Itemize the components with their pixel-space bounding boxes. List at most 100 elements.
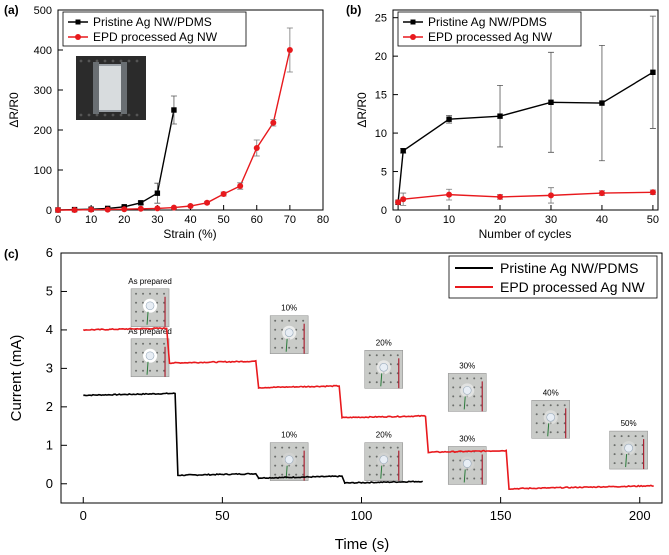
y-axis-label-c: Current (mA) xyxy=(8,335,25,422)
legend-b: Pristine Ag NW/PDMS EPD processed Ag NW xyxy=(397,11,582,47)
legend-c: Pristine Ag NW/PDMS EPD processed Ag NW xyxy=(448,255,658,299)
panel-a-y-tick-label: 500 xyxy=(34,5,52,17)
panel-b-x-tick-label: 40 xyxy=(596,214,608,226)
panel-b-point-epd xyxy=(400,196,407,203)
legend-label-pristine-a: Pristine Ag NW/PDMS xyxy=(93,15,212,29)
panel-a-x-tick-label: 80 xyxy=(317,214,329,226)
panel-a-point-epd xyxy=(270,119,277,126)
legend-label-epd-c: EPD processed Ag NW xyxy=(500,279,646,295)
panel-c-trace-pristine xyxy=(83,392,424,485)
panel-a-point-epd xyxy=(187,203,194,209)
panel-b-y-tick-label: 5 xyxy=(381,167,387,179)
panel-a-point-pristine xyxy=(138,200,144,206)
led-photo xyxy=(531,400,570,439)
led-photo xyxy=(364,350,404,389)
led-photo xyxy=(130,288,170,328)
panel-a-y-tick-label: 200 xyxy=(34,125,52,137)
panel-a-point-epd xyxy=(71,207,78,213)
panel-b-point-epd xyxy=(598,190,605,197)
panel-c-x-tick-label: 0 xyxy=(80,508,87,523)
photo-label: 10% xyxy=(281,431,297,440)
panel-a-point-epd xyxy=(121,206,128,213)
panel-b-x-tick-label: 10 xyxy=(443,214,455,226)
panel-a-x-tick-label: 70 xyxy=(284,214,296,226)
legend-label-epd-a: EPD processed Ag NW xyxy=(93,30,218,44)
panel-b-x-tick-label: 30 xyxy=(545,214,557,226)
panel-a-x-tick-label: 20 xyxy=(118,214,130,226)
photo-label: 30% xyxy=(459,434,475,443)
panel-b-y-tick-label: 25 xyxy=(375,13,387,25)
panel-c-x-tick-label: 150 xyxy=(490,508,512,523)
panel-c-x-tick-label: 50 xyxy=(215,508,229,523)
panel-c-x-tick-label: 200 xyxy=(629,508,651,523)
panel-a-point-epd xyxy=(170,204,177,211)
panel-a-x-tick-label: 40 xyxy=(184,214,196,226)
panel-b-y-tick-label: 20 xyxy=(375,51,387,63)
panel-b-point-epd xyxy=(395,199,402,206)
panel-a-point-epd xyxy=(154,205,161,212)
panel-c-y-tick-label: 3 xyxy=(46,360,53,375)
legend-label-pristine-c: Pristine Ag NW/PDMS xyxy=(500,260,638,276)
photo-label: As prepared xyxy=(128,327,172,336)
panel-a-point-epd xyxy=(237,183,244,189)
panel-b-y-tick-label: 0 xyxy=(381,205,387,217)
panel-a-point-epd xyxy=(253,145,260,151)
panel-b-x-tick-label: 50 xyxy=(647,214,659,226)
led-photo xyxy=(609,430,648,470)
panel-b-point-pristine xyxy=(650,69,656,76)
panel-b-point-pristine xyxy=(599,100,605,106)
legend-marker-epd-b xyxy=(410,34,416,40)
legend-marker-pristine-a xyxy=(75,19,81,25)
panel-label-b: (b) xyxy=(346,3,361,17)
panel-a-x-tick-label: 30 xyxy=(151,214,163,226)
photo-label: 40% xyxy=(543,388,559,397)
panel-b-point-pristine xyxy=(497,113,503,119)
panel-a-point-epd xyxy=(55,207,61,213)
panel-b-x-tick-label: 0 xyxy=(395,214,401,226)
panel-c-trace-epd xyxy=(82,327,654,491)
led-photo xyxy=(269,315,309,354)
photo-label: 20% xyxy=(376,338,392,347)
legend-a: Pristine Ag NW/PDMS EPD processed Ag NW xyxy=(62,11,247,47)
panel-b-y-tick-label: 15 xyxy=(375,90,387,102)
panel-a-point-epd xyxy=(286,47,293,53)
panel-a-point-epd xyxy=(88,206,95,213)
panel-b-x-tick-label: 20 xyxy=(494,214,506,226)
y-axis-label-a: ΔR/R0 xyxy=(7,92,21,128)
x-axis-label-a: Strain (%) xyxy=(163,227,216,241)
photo-label: 10% xyxy=(281,304,297,313)
panel-b-point-pristine xyxy=(400,148,406,154)
panel-b-point-pristine xyxy=(446,116,452,122)
led-photo xyxy=(130,338,170,378)
panel-a-y-tick-label: 300 xyxy=(34,85,52,97)
panel-a-point-epd xyxy=(220,191,227,197)
panel-c-y-tick-label: 2 xyxy=(46,399,53,414)
panel-b-y-tick-label: 10 xyxy=(375,128,387,140)
led-photo xyxy=(364,442,404,481)
panel-b-point-pristine xyxy=(548,99,554,106)
panel-a-x-tick-label: 0 xyxy=(55,214,61,226)
panel-a-point-epd xyxy=(204,199,211,206)
panel-c-x-tick-label: 100 xyxy=(351,508,373,523)
photo-label: 20% xyxy=(376,431,392,440)
legend-label-epd-b: EPD processed Ag NW xyxy=(428,30,553,44)
x-axis-label-c: Time (s) xyxy=(335,536,389,553)
photo-label: As prepared xyxy=(128,277,172,286)
plot-frame-b xyxy=(392,9,659,211)
panel-a-point-pristine xyxy=(171,107,177,113)
panel-label-c: (c) xyxy=(4,247,19,261)
panel-a-x-tick-label: 10 xyxy=(85,214,97,226)
panel-a-point-epd xyxy=(104,206,111,213)
panel-a-point-epd xyxy=(137,205,144,212)
inset-photo-stretcher xyxy=(76,56,146,120)
panel-a-y-tick-label: 0 xyxy=(46,205,52,217)
photo-label: 30% xyxy=(459,361,475,370)
y-axis-label-b: ΔR/R0 xyxy=(355,92,369,128)
panel-a-y-tick-label: 100 xyxy=(34,165,52,177)
legend-marker-pristine-b xyxy=(410,19,416,25)
panel-b-point-epd xyxy=(497,193,504,200)
panel-c-y-tick-label: 1 xyxy=(46,437,53,452)
panel-c-y-tick-label: 4 xyxy=(46,322,53,337)
panel-a-x-tick-label: 60 xyxy=(251,214,263,226)
